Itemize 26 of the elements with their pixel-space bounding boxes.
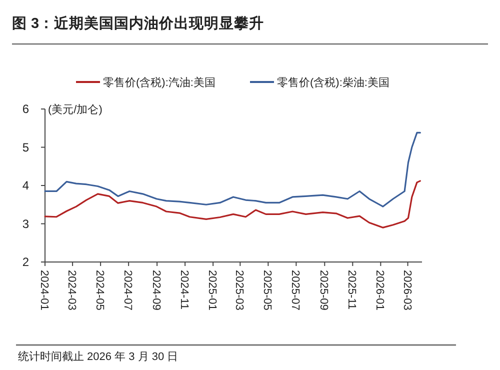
line-series	[44, 180, 421, 228]
x-tick-label: 2024-05	[94, 270, 106, 310]
y-axis-title: (美元/加仑)	[48, 103, 102, 116]
x-tick-label: 2024-09	[150, 270, 162, 310]
legend-label: 零售价(含税):柴油:美国	[277, 76, 390, 89]
y-tick-label: 5	[22, 140, 30, 154]
x-tick-label: 2025-07	[289, 270, 302, 310]
text: 统计时间截止 2026 年 3 月 30 日	[18, 350, 178, 363]
x-tick-label: 2025-03	[233, 270, 246, 310]
x-tick-label: 2024-01	[38, 270, 50, 310]
x-tick-label: 2025-11	[346, 270, 358, 310]
y-tick-label: 2	[22, 255, 30, 269]
x-tick-label: 2024-03	[66, 270, 78, 310]
y-tick-label: 3	[22, 216, 30, 231]
y-tick-label: 6	[22, 102, 30, 116]
x-tick-label: 2025-09	[318, 270, 330, 310]
line-series	[44, 132, 421, 208]
x-tick-label: 2024-07	[122, 270, 134, 310]
x-tick-label: 2026-03	[400, 270, 413, 310]
x-tick-label: 2024-11	[178, 270, 190, 310]
x-tick-label: 2025-01	[206, 270, 218, 310]
x-tick-label: 2026-01	[374, 270, 386, 310]
x-tick-label: 2025-05	[261, 270, 274, 310]
y-tick-label: 4	[22, 178, 30, 192]
legend-label: 零售价(含税):汽油:美国	[103, 76, 216, 89]
chart-title: 图 3：近期美国国内油价出现明显攀升	[12, 14, 264, 32]
